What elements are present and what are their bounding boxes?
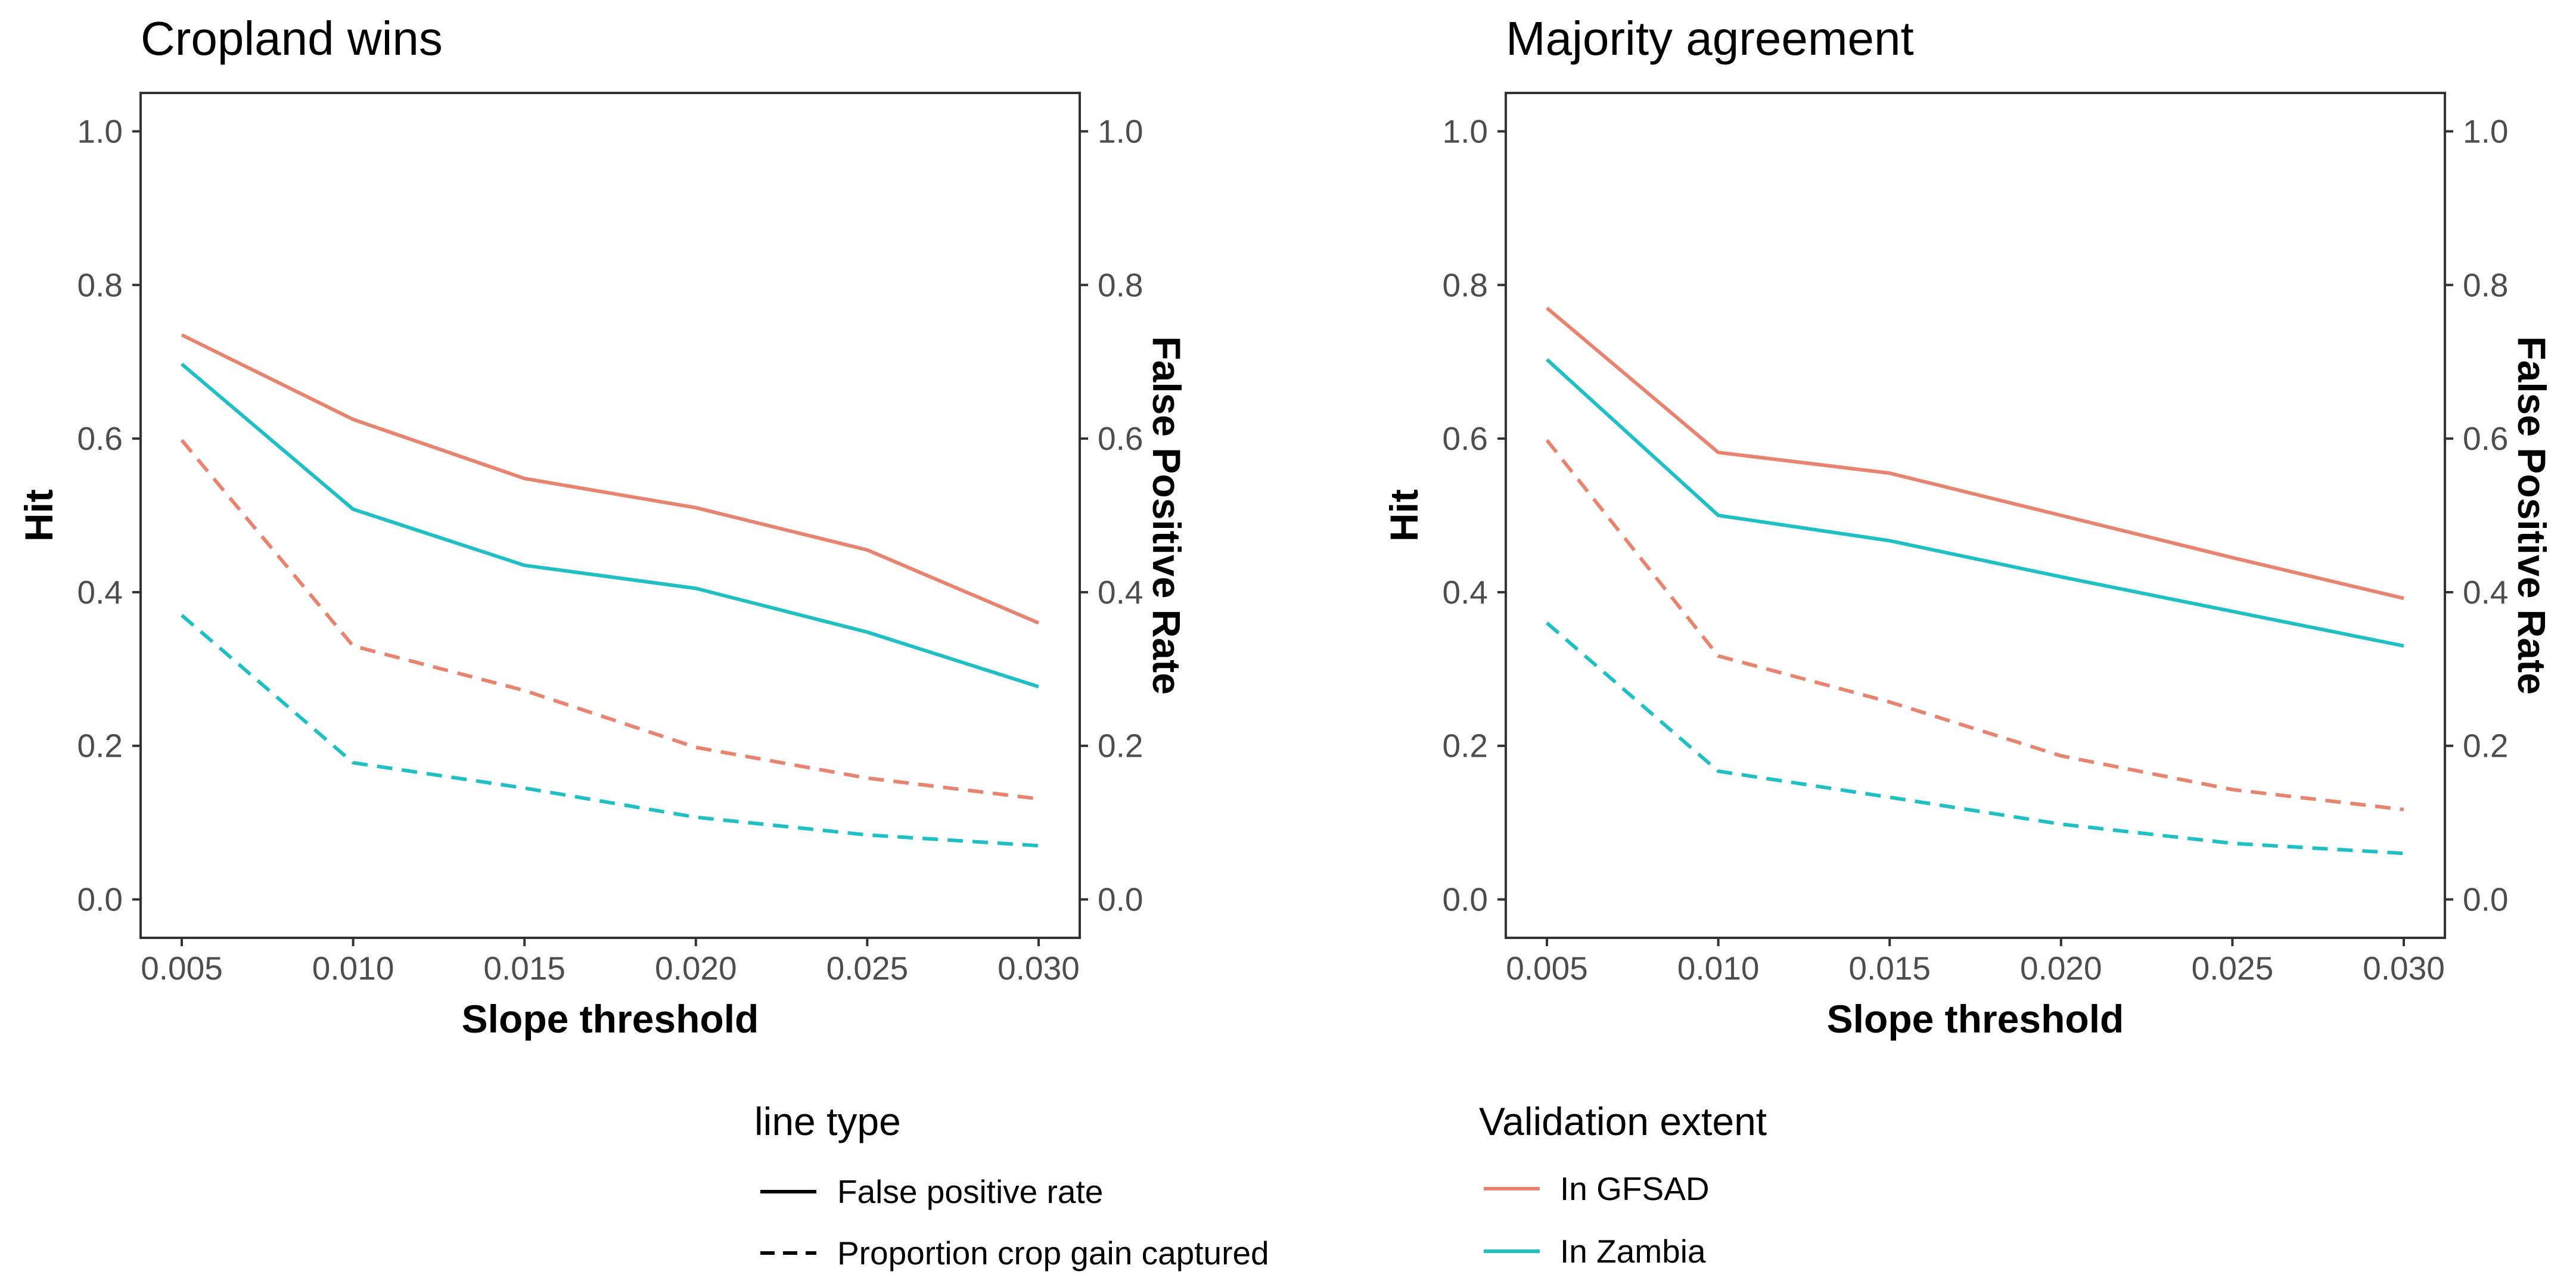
axis-ticks: 0.005 0.010 0.015 0.020 0.025 0.030 0.0 0.0 0.2 0… <box>1443 113 2509 987</box>
y2-tick-label: 1.0 <box>2463 113 2508 150</box>
series-line-in-zambia-dashed <box>1546 621 2404 856</box>
panel-border <box>139 92 1081 939</box>
y-tick-label: 1.0 <box>1443 113 1488 150</box>
x-tick-label: 0.005 <box>1506 950 1588 987</box>
y2-tick-label: 0.2 <box>1098 728 1143 764</box>
x-tick-label: 0.015 <box>483 950 565 987</box>
x-tick-label: 0.025 <box>826 950 909 987</box>
y2-tick-label: 0.4 <box>1098 574 1143 611</box>
x-tick-label: 0.030 <box>2363 950 2445 987</box>
legend-label: False positive rate <box>837 1173 1103 1210</box>
y-tick-label: 1.0 <box>77 113 123 150</box>
x-tick-label: 0.030 <box>998 950 1080 987</box>
series-group <box>1545 306 2404 856</box>
panel-title: Cropland wins <box>141 12 443 65</box>
y2-tick-label: 0.8 <box>1098 266 1143 303</box>
y2-axis-title: False Positive Rate <box>2510 336 2554 695</box>
x-axis-title: Slope threshold <box>1827 997 2124 1041</box>
y-tick-label: 0.2 <box>1443 728 1488 764</box>
legend-title: Validation extent <box>1479 1099 1767 1143</box>
y-tick-label: 0.6 <box>77 420 123 457</box>
panel-border <box>1505 92 2446 939</box>
x-tick-label: 0.010 <box>312 950 394 987</box>
y-axis-title: Hit <box>17 489 61 542</box>
y2-tick-label: 1.0 <box>1098 113 1143 150</box>
y-tick-label: 0.0 <box>77 881 123 918</box>
y-tick-label: 0.4 <box>77 574 123 611</box>
y2-tick-label: 0.4 <box>2463 574 2508 611</box>
x-tick-label: 0.025 <box>2192 950 2274 987</box>
y2-tick-label: 0.6 <box>2463 420 2508 457</box>
legend-validation-extent: Validation extent In GFSAD In Zambia <box>1479 1099 1767 1270</box>
series-line-in-gfsad-solid <box>1546 306 2404 601</box>
chart-panel-majority-agreement: Majority agreement 0.005 0.010 0.015 0.020 0… <box>1382 12 2554 1041</box>
y-tick-label: 0.4 <box>1443 574 1488 611</box>
chart-panel-cropland-wins: Cropland wins 0.005 0.010 0.015 0.020 0.025 0… <box>17 12 1189 1041</box>
y-tick-label: 0.2 <box>77 728 123 764</box>
x-tick-label: 0.015 <box>1848 950 1931 987</box>
legend-line-type: line type False positive rate Proportion… <box>754 1099 1269 1272</box>
y2-tick-label: 0.6 <box>1098 420 1143 457</box>
y-tick-label: 0.0 <box>1443 881 1488 918</box>
legend-title: line type <box>754 1099 901 1143</box>
legend-label: In GFSAD <box>1560 1170 1710 1207</box>
y2-tick-label: 0.0 <box>2463 881 2508 918</box>
x-tick-label: 0.010 <box>1677 950 1760 987</box>
series-group <box>180 333 1040 848</box>
panel-title: Majority agreement <box>1506 12 1914 65</box>
x-axis-title: Slope threshold <box>462 997 759 1041</box>
series-line-in-zambia-dashed <box>181 614 1039 848</box>
legend-label: In Zambia <box>1560 1233 1706 1270</box>
series-line-in-gfsad-dashed <box>180 439 1039 801</box>
x-tick-label: 0.020 <box>2020 950 2102 987</box>
y2-tick-label: 0.8 <box>2463 266 2508 303</box>
y-tick-label: 0.6 <box>1443 420 1488 457</box>
y2-tick-label: 0.2 <box>2463 728 2508 764</box>
legend-label: Proportion crop gain captured <box>837 1235 1269 1272</box>
x-tick-label: 0.005 <box>141 950 223 987</box>
y-axis-title: Hit <box>1382 489 1426 542</box>
x-tick-label: 0.020 <box>655 950 737 987</box>
axis-ticks: 0.005 0.010 0.015 0.020 0.025 0.030 0.0 0.0 0.2 0… <box>77 113 1143 987</box>
y2-tick-label: 0.0 <box>1098 881 1143 918</box>
y-tick-label: 0.8 <box>1443 266 1488 303</box>
series-line-in-zambia-solid <box>1545 358 2404 648</box>
series-line-in-gfsad-dashed <box>1545 439 2404 812</box>
y-tick-label: 0.8 <box>77 266 123 303</box>
series-line-in-gfsad-solid <box>181 333 1040 625</box>
y2-axis-title: False Positive Rate <box>1145 336 1189 695</box>
series-line-in-zambia-solid <box>181 362 1039 689</box>
